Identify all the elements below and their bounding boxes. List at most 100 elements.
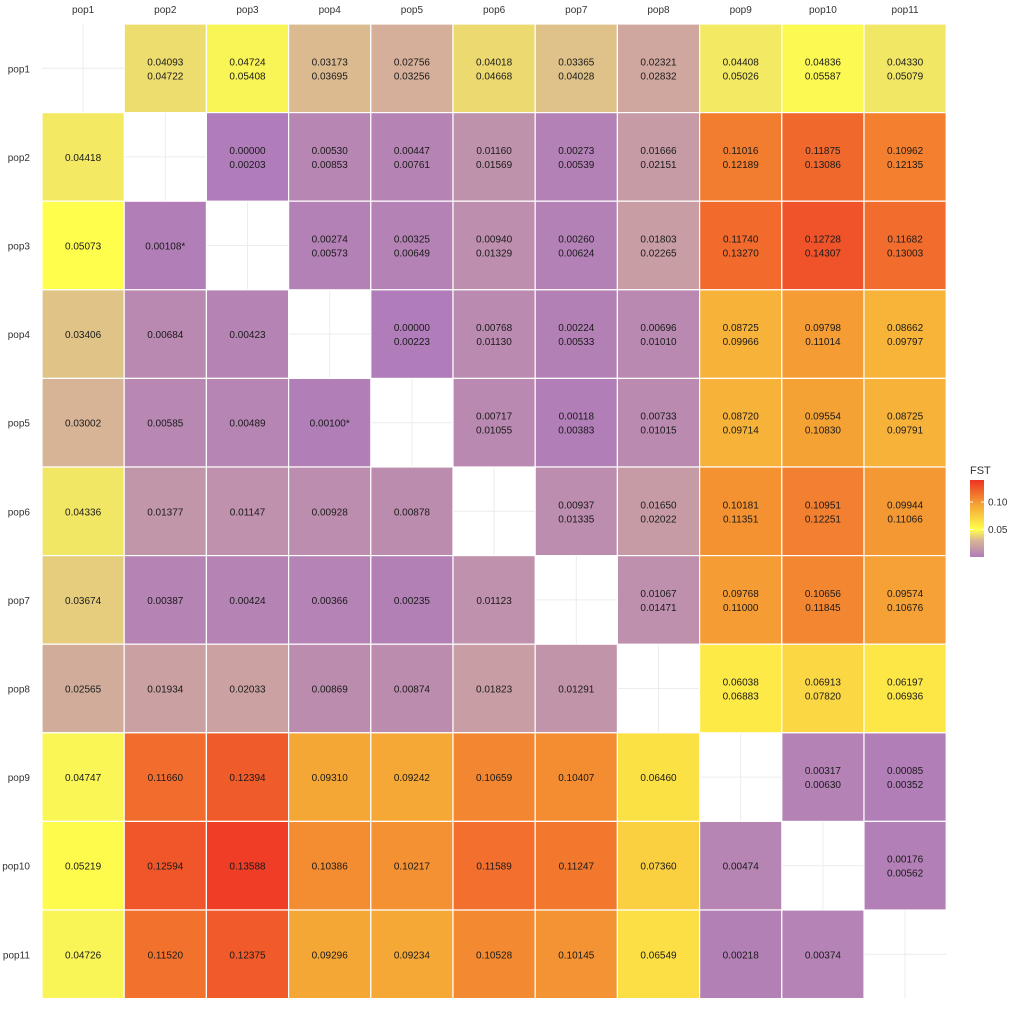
heatmap-cell-pop4-pop9: 0.08725 0.09966 — [698, 289, 783, 379]
cell-rect — [41, 289, 125, 379]
cell-rect — [781, 909, 865, 1000]
heatmap-cell-pop3-pop5: 0.00325 0.00649 — [370, 200, 454, 291]
cell-value-lower-bound: 0.00273 — [558, 146, 595, 157]
cell-value: 0.06549 — [640, 950, 677, 961]
cell-rect — [863, 554, 947, 645]
heatmap-cell-pop9-pop8: 0.06460 — [616, 732, 701, 822]
cell-rect — [370, 111, 454, 202]
cell-value-lower-bound: 0.09768 — [723, 589, 760, 600]
cell-value-upper-bound: 0.11000 — [723, 603, 759, 614]
y-tick-label-pop5: pop5 — [8, 419, 31, 430]
heatmap-cell-pop5-pop2: 0.00585 — [123, 377, 207, 468]
cell-rect — [863, 466, 947, 557]
cell-value-upper-bound: 0.00352 — [887, 780, 924, 791]
x-tick-label-pop5: pop5 — [401, 5, 424, 16]
cell-value-lower-bound: 0.00325 — [394, 235, 431, 246]
cell-value: 0.04726 — [65, 950, 102, 961]
cell-rect — [616, 554, 701, 645]
x-axis-labels: pop1 pop2 pop3 pop4 pop5 pop6 pop7 pop8 pop9 pop1… — [72, 5, 919, 16]
cell-rect — [534, 909, 619, 1000]
cell-value-upper-bound: 0.06936 — [887, 692, 924, 703]
y-tick-label-pop6: pop6 — [8, 507, 31, 518]
heatmap-cell-pop9-pop11: 0.00085 0.00352 — [863, 732, 947, 822]
cell-rect — [123, 820, 207, 911]
heatmap-cell-pop6-pop2: 0.01377 — [123, 466, 207, 557]
legend-title: FST — [970, 465, 991, 477]
heatmap-cell-pop5-pop10: 0.09554 0.10830 — [781, 377, 865, 468]
legend-ticks: 0.05 0.10 — [970, 498, 1008, 536]
heatmap-cell-pop9-pop1: 0.04747 — [41, 732, 125, 822]
cell-rect — [698, 23, 783, 114]
cell-value-upper-bound: 0.11066 — [887, 514, 923, 525]
cell-value-lower-bound: 0.06913 — [805, 678, 842, 689]
heatmap-cell-pop10-pop2: 0.12594 — [123, 820, 207, 911]
cell-rect — [123, 200, 207, 291]
heatmap-cell-pop4-pop7: 0.00224 0.00533 — [534, 289, 619, 379]
heatmap-cell-pop3-pop10: 0.12728 0.14307 — [781, 200, 865, 291]
cell-value-upper-bound: 0.09797 — [887, 337, 924, 348]
cell-value: 0.00218 — [723, 950, 760, 961]
cell-value-lower-bound: 0.06197 — [887, 678, 924, 689]
cell-rect — [41, 909, 125, 1000]
cell-rect — [288, 23, 372, 114]
cell-value-upper-bound: 0.05587 — [805, 71, 842, 82]
cell-value: 0.10407 — [558, 773, 595, 784]
heatmap-cell-pop6-pop9: 0.10181 0.11351 — [698, 466, 783, 557]
cell-value: 0.12394 — [229, 773, 266, 784]
heatmap-cell-pop7-pop1: 0.03674 — [41, 554, 125, 645]
legend-tick-label: 0.10 — [988, 498, 1008, 509]
cell-value: 0.01934 — [147, 685, 184, 696]
cell-value: 0.00387 — [147, 596, 184, 607]
cell-rect — [123, 643, 207, 734]
cell-rect — [288, 466, 372, 557]
y-tick-label-pop3: pop3 — [8, 242, 31, 253]
heatmap-cell-pop11-pop10: 0.00374 — [781, 909, 865, 1000]
cell-value-upper-bound: 0.03695 — [312, 71, 349, 82]
heatmap-cell-pop3-pop11: 0.11682 0.13003 — [863, 200, 947, 291]
cell-value-lower-bound: 0.04408 — [723, 57, 760, 68]
cell-value: 0.10659 — [476, 773, 513, 784]
cell-rect — [41, 200, 125, 291]
cell-value: 0.02565 — [65, 685, 102, 696]
heatmap-cell-pop11-pop8: 0.06549 — [616, 909, 701, 1000]
cell-value-upper-bound: 0.13270 — [723, 249, 760, 260]
heatmap-cell-pop2-pop5: 0.00447 0.00761 — [370, 111, 454, 202]
cell-value: 0.05073 — [65, 242, 102, 253]
y-tick-label-pop9: pop9 — [8, 773, 31, 784]
heatmap-cell-pop3-pop8: 0.01803 0.02265 — [616, 200, 701, 291]
y-tick-label-pop8: pop8 — [8, 685, 31, 696]
cell-value: 0.04336 — [65, 507, 102, 518]
heatmap-cell-pop8-pop6: 0.01823 — [452, 643, 536, 734]
cell-value-lower-bound: 0.00937 — [558, 500, 595, 511]
heatmap-cell-pop7-pop2: 0.00387 — [123, 554, 207, 645]
cell-value-lower-bound: 0.01803 — [640, 235, 677, 246]
x-tick-label-pop9: pop9 — [730, 5, 753, 16]
cell-value-lower-bound: 0.09554 — [805, 412, 842, 423]
cell-value-lower-bound: 0.00000 — [229, 146, 266, 157]
cell-rect — [123, 554, 207, 645]
heatmap-cell-pop7-pop3: 0.00424 — [205, 554, 290, 645]
cell-value-upper-bound: 0.00649 — [394, 249, 431, 260]
cell-value: 0.11247 — [559, 862, 595, 873]
cell-value-upper-bound: 0.07820 — [805, 692, 842, 703]
legend-tick-label: 0.05 — [988, 525, 1008, 536]
cell-rect — [452, 554, 536, 645]
cell-value-lower-bound: 0.01650 — [640, 500, 677, 511]
heatmap-cell-pop7-pop11: 0.09574 0.10676 — [863, 554, 947, 645]
heatmap-cell-pop6-pop10: 0.10951 0.12251 — [781, 466, 865, 557]
cell-rect — [698, 643, 783, 734]
cell-value: 0.11660 — [148, 773, 184, 784]
cell-value: 0.13588 — [229, 862, 266, 873]
cell-value-lower-bound: 0.00118 — [559, 412, 595, 423]
cell-value-upper-bound: 0.00203 — [229, 160, 266, 171]
cell-rect — [781, 554, 865, 645]
heatmap-cell-pop1-pop8: 0.02321 0.02832 — [616, 23, 701, 114]
cell-value-upper-bound: 0.09966 — [723, 337, 760, 348]
x-tick-label-pop4: pop4 — [319, 5, 342, 16]
cell-value-upper-bound: 0.00624 — [558, 249, 595, 260]
heatmap-cell-pop9-pop7: 0.10407 — [534, 732, 619, 822]
heatmap-cell-pop2-pop7: 0.00273 0.00539 — [534, 111, 619, 202]
heatmap-cell-pop7-pop8: 0.01067 0.01471 — [616, 554, 701, 645]
cell-rect — [370, 909, 454, 1000]
cell-value-lower-bound: 0.03173 — [312, 57, 349, 68]
